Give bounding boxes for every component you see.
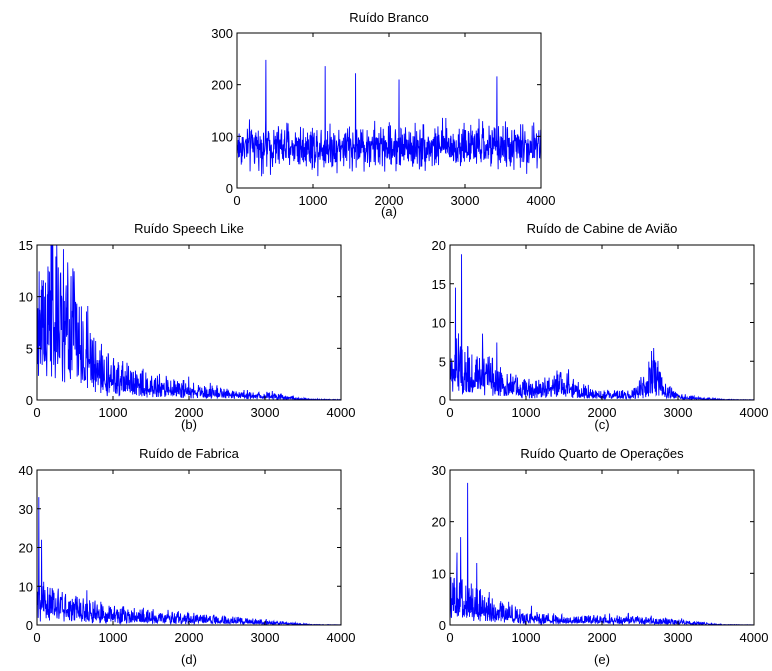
y-tick-label: 30 <box>19 502 33 517</box>
y-tick-label: 0 <box>439 393 446 408</box>
x-tick-label: 3000 <box>664 630 693 645</box>
x-tick-label: 2000 <box>175 630 204 645</box>
y-tick-label: 30 <box>432 463 446 478</box>
x-tick-label: 4000 <box>740 405 769 420</box>
panel-b-title: Ruído Speech Like <box>134 221 244 236</box>
x-tick-label: 4000 <box>527 193 556 208</box>
panel-a-caption: (a) <box>381 204 397 219</box>
x-tick-label: 2000 <box>588 630 617 645</box>
x-tick-label: 0 <box>33 405 40 420</box>
x-tick-label: 4000 <box>327 630 356 645</box>
x-tick-label: 1000 <box>99 630 128 645</box>
panel-c-caption: (c) <box>594 417 609 432</box>
x-tick-label: 2000 <box>375 193 404 208</box>
y-tick-label: 100 <box>211 129 233 144</box>
y-tick-label: 20 <box>432 515 446 530</box>
x-tick-label: 0 <box>33 630 40 645</box>
panel-c-title: Ruído de Cabine de Avião <box>527 221 678 236</box>
y-tick-label: 0 <box>226 181 233 196</box>
y-tick-label: 15 <box>432 277 446 292</box>
panel-c: Ruído de Cabine de Avião (c) 0 1000 2000 30… <box>432 221 769 432</box>
y-tick-label: 5 <box>439 354 446 369</box>
panel-a-title: Ruído Branco <box>349 10 429 25</box>
x-tick-label: 1000 <box>99 405 128 420</box>
y-tick-label: 20 <box>19 541 33 556</box>
y-tick-label: 20 <box>432 238 446 253</box>
x-tick-label: 3000 <box>451 193 480 208</box>
y-tick-label: 0 <box>439 618 446 633</box>
series-line <box>237 59 541 177</box>
y-tick-label: 0 <box>26 618 33 633</box>
series-line <box>37 497 341 625</box>
x-tick-label: 3000 <box>251 405 280 420</box>
x-tick-label: 0 <box>446 630 453 645</box>
panel-d-title: Ruído de Fabrica <box>139 446 239 461</box>
x-tick-label: 1000 <box>512 630 541 645</box>
y-tick-label: 40 <box>19 463 33 478</box>
panel-d: Ruído de Fabrica (d) 0 1000 2000 3000 4000 0 1… <box>19 446 356 667</box>
y-tick-label: 15 <box>19 238 33 253</box>
y-tick-label: 0 <box>26 393 33 408</box>
panel-b-caption: (b) <box>181 417 197 432</box>
panel-e-caption: (e) <box>594 652 610 667</box>
panel-e: Ruído Quarto de Operações (e) 0 1000 2000 3… <box>432 446 769 667</box>
x-tick-label: 1000 <box>512 405 541 420</box>
x-tick-label: 1000 <box>299 193 328 208</box>
series-line <box>37 245 341 400</box>
x-tick-label: 0 <box>446 405 453 420</box>
panel-b: Ruído Speech Like (b) 0 1000 2000 3000 4000 0… <box>19 221 356 432</box>
y-tick-label: 10 <box>19 579 33 594</box>
x-tick-label: 3000 <box>251 630 280 645</box>
x-tick-label: 3000 <box>664 405 693 420</box>
panel-plot-area <box>237 33 541 188</box>
panel-e-title: Ruído Quarto de Operações <box>520 446 684 461</box>
x-tick-label: 4000 <box>327 405 356 420</box>
x-tick-label: 4000 <box>740 630 769 645</box>
x-tick-label: 2000 <box>175 405 204 420</box>
y-tick-label: 10 <box>19 290 33 305</box>
x-tick-label: 2000 <box>588 405 617 420</box>
y-tick-label: 200 <box>211 78 233 93</box>
y-tick-label: 300 <box>211 26 233 41</box>
panel-a: Ruído Branco (a) 0 1000 2000 3000 4000 0 100 20… <box>211 10 555 219</box>
y-tick-label: 5 <box>26 341 33 356</box>
panel-plot-area <box>37 470 341 625</box>
y-tick-label: 10 <box>432 316 446 331</box>
x-tick-label: 0 <box>233 193 240 208</box>
panel-plot-area <box>450 470 754 625</box>
y-tick-label: 10 <box>432 566 446 581</box>
panel-d-caption: (d) <box>181 652 197 667</box>
